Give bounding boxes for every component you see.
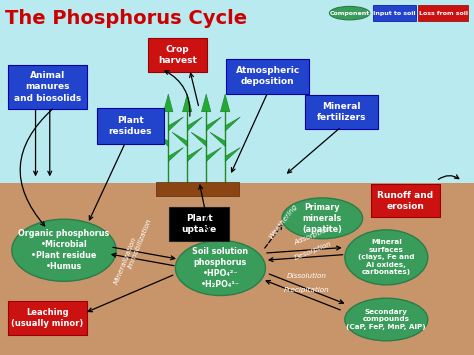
Polygon shape — [187, 148, 202, 162]
Polygon shape — [168, 117, 183, 131]
Polygon shape — [225, 117, 240, 131]
Bar — [156, 182, 239, 196]
Polygon shape — [201, 94, 211, 112]
Text: Input to soil: Input to soil — [374, 11, 416, 16]
Text: Precipitation: Precipitation — [284, 287, 330, 293]
Polygon shape — [168, 148, 183, 162]
Text: Organic phosphorus
•Microbial
•Plant residue
•Humus: Organic phosphorus •Microbial •Plant res… — [18, 229, 109, 272]
Text: Soil solution
phosphorus
•HPO₄²⁻
•H₂PO₄¹⁻: Soil solution phosphorus •HPO₄²⁻ •H₂PO₄¹… — [192, 247, 248, 289]
Text: Plant
residues: Plant residues — [109, 116, 152, 136]
Text: Mineral
surfaces
(clays, Fe and
Al oxides,
carbonates): Mineral surfaces (clays, Fe and Al oxide… — [358, 239, 415, 275]
Text: Weathering: Weathering — [267, 203, 299, 240]
Text: Loss from soil: Loss from soil — [419, 11, 468, 16]
FancyBboxPatch shape — [169, 207, 228, 241]
Ellipse shape — [175, 241, 265, 295]
Text: Adsorption: Adsorption — [293, 226, 332, 246]
FancyBboxPatch shape — [97, 108, 164, 144]
Polygon shape — [225, 148, 240, 162]
Text: Component: Component — [329, 11, 370, 16]
Text: Mineral
fertilizers: Mineral fertilizers — [317, 102, 366, 122]
Text: Crop
harvest: Crop harvest — [158, 45, 197, 65]
Polygon shape — [191, 132, 206, 146]
FancyBboxPatch shape — [418, 5, 468, 21]
Ellipse shape — [282, 198, 363, 239]
Polygon shape — [206, 117, 221, 131]
Ellipse shape — [345, 298, 428, 341]
Text: Leaching
(usually minor): Leaching (usually minor) — [11, 308, 83, 328]
Text: Mineralization: Mineralization — [113, 236, 138, 286]
Text: Animal
manures
and biosolids: Animal manures and biosolids — [14, 71, 81, 103]
FancyBboxPatch shape — [371, 184, 439, 217]
Polygon shape — [182, 94, 192, 112]
Text: Secondary
compounds
(CaP, FeP, MnP, AlP): Secondary compounds (CaP, FeP, MnP, AlP) — [346, 309, 426, 330]
Text: Plant
uptake: Plant uptake — [182, 214, 217, 234]
Text: Runoff and
erosion: Runoff and erosion — [377, 191, 433, 211]
Polygon shape — [187, 117, 202, 131]
FancyBboxPatch shape — [226, 59, 309, 94]
Ellipse shape — [345, 230, 428, 285]
FancyBboxPatch shape — [9, 65, 86, 109]
Polygon shape — [206, 148, 221, 162]
FancyBboxPatch shape — [304, 95, 378, 129]
Bar — [0, 183, 474, 355]
Text: The Phosphorus Cycle: The Phosphorus Cycle — [5, 9, 247, 28]
FancyBboxPatch shape — [373, 5, 416, 21]
Polygon shape — [220, 94, 230, 112]
Ellipse shape — [12, 219, 116, 281]
Text: Dissolution: Dissolution — [287, 273, 327, 279]
Text: Desorption: Desorption — [293, 240, 332, 261]
Ellipse shape — [329, 6, 370, 20]
Polygon shape — [172, 132, 187, 146]
Text: Immobilization: Immobilization — [127, 217, 153, 269]
Polygon shape — [210, 132, 225, 146]
Bar — [0, 0, 474, 183]
Polygon shape — [153, 132, 168, 146]
Polygon shape — [164, 94, 173, 112]
Text: Atmospheric
deposition: Atmospheric deposition — [236, 66, 300, 86]
Text: Primary
minerals
(apatite): Primary minerals (apatite) — [302, 203, 342, 234]
FancyBboxPatch shape — [148, 38, 207, 72]
FancyBboxPatch shape — [9, 301, 86, 334]
